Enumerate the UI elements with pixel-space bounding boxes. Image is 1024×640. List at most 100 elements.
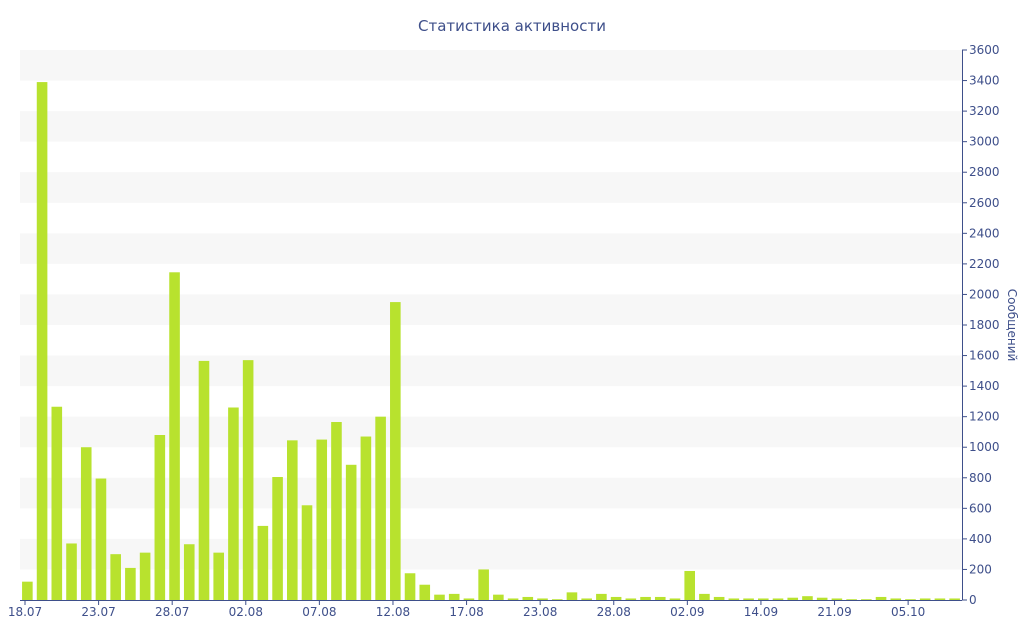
x-tick-label: 23.08 [523,605,557,619]
y-tick-label: 1600 [969,349,1000,363]
y-tick-label: 400 [969,532,992,546]
bar [419,584,431,600]
bar [875,596,887,600]
grid-band [20,172,962,203]
bar [522,596,534,600]
y-tick-label: 3000 [969,135,1000,149]
bar [272,477,283,600]
y-tick-label: 2800 [969,165,1000,179]
bar [139,552,151,600]
bar [390,302,401,600]
x-tick-label: 28.07 [155,605,189,619]
y-tick-label: 2000 [969,287,1000,301]
x-tick-label: 14.09 [744,605,778,619]
x-tick-label: 12.08 [376,605,410,619]
bar [787,597,799,600]
x-tick-label: 07.08 [302,605,336,619]
bar [831,598,843,600]
bar [213,552,225,600]
y-tick-label: 3600 [969,43,1000,57]
bar [669,598,681,600]
bar [919,598,931,600]
bars-group [22,82,960,601]
bar [22,581,33,600]
bar [890,598,902,600]
bar [905,599,916,600]
bar [463,598,475,600]
x-tick-label: 23.07 [81,605,115,619]
bar [596,593,607,600]
bar [816,597,828,600]
bar [125,567,136,600]
bar [772,598,784,600]
bar [345,464,357,600]
y-tick-label: 1800 [969,318,1000,332]
bar [949,598,960,600]
bar [493,594,504,600]
bar [861,599,872,600]
bar [154,435,166,600]
x-axis-ticks: 18.07 23.07 28.07 02.08 07.08 12.08 17.08 23.08… [8,600,925,619]
bar [242,360,254,600]
bar [566,592,578,600]
bar [728,598,740,600]
bar [699,593,710,600]
y-tick-label: 2600 [969,196,1000,210]
bar [80,447,92,600]
bar [36,82,48,601]
x-tick-label: 18.07 [8,605,42,619]
bar [228,407,239,600]
bar [757,598,769,600]
x-tick-label: 21.09 [817,605,851,619]
bar [640,596,651,600]
bar [360,436,372,600]
y-tick-label: 2200 [969,257,1000,271]
bar [183,544,195,600]
bar [66,543,77,600]
y-tick-label: 1400 [969,379,1000,393]
bar [301,505,313,600]
bar [610,596,622,600]
bar [713,596,725,600]
y-tick-label: 200 [969,562,992,576]
bar [625,598,637,600]
x-tick-label: 02.09 [670,605,704,619]
bar [331,422,342,600]
bar [95,478,107,600]
x-tick-label: 17.08 [449,605,483,619]
bar [286,440,298,600]
y-tick-label: 3400 [969,74,1000,88]
bar [404,573,416,600]
grid-band [20,355,962,387]
bar [316,439,328,600]
y-tick-label: 0 [969,593,977,607]
x-tick-label: 02.08 [229,605,263,619]
y-tick-label: 1200 [969,410,1000,424]
grid-band [20,111,962,142]
y-tick-label: 600 [969,501,992,515]
y-axis-ticks: 0 200 400 600 800 1000 1200 1400 1600 1800 2000 220… [962,43,1000,607]
bar [846,599,857,600]
bar [51,406,63,600]
bar [375,416,386,600]
bar [551,599,563,600]
grid-band [20,50,962,81]
bar [537,598,548,600]
bar [434,594,445,600]
bar [507,598,519,600]
bar [257,525,269,600]
bar [110,554,121,600]
bar [169,272,180,600]
bar [448,593,460,600]
y-axis-label: Сообщений [1005,289,1019,362]
bar [684,570,696,600]
grid-band [20,294,962,325]
bar [802,596,813,600]
y-tick-label: 1000 [969,440,1000,454]
bar [478,569,489,600]
bar [934,598,946,600]
bar [743,598,754,600]
chart-title: Статистика активности [418,17,606,35]
bar [198,360,210,600]
